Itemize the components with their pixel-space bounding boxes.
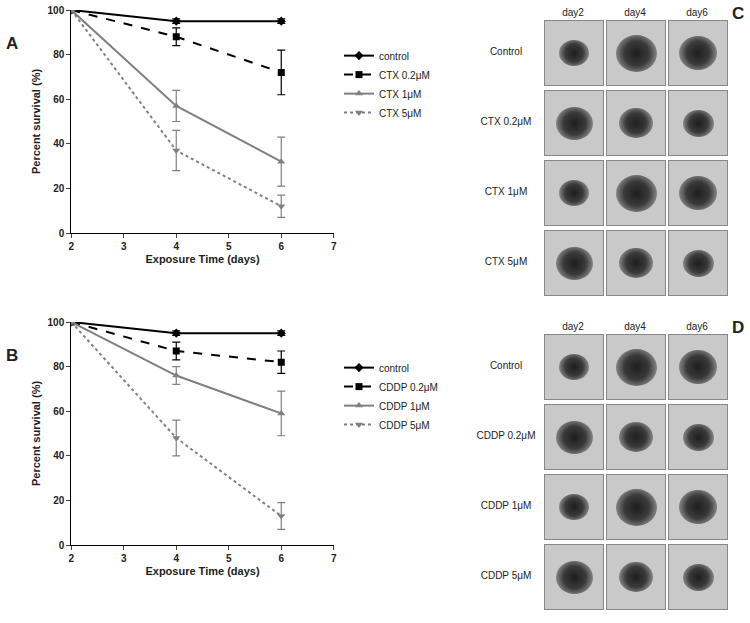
- html-text:CTX 1μM: CTX 1μM: [484, 186, 528, 197]
- html-text:Control: Control: [489, 46, 523, 57]
- html-text:day2: day2: [562, 7, 584, 18]
- svg-text:CDDP 0.2μM: CDDP 0.2μM: [379, 382, 438, 393]
- html-text:CTX 5μM: CTX 5μM: [484, 256, 528, 267]
- svg-text:3: 3: [121, 241, 127, 252]
- svg-text:0: 0: [59, 540, 65, 551]
- svg-text:CTX 0.2μM: CTX 0.2μM: [379, 70, 430, 81]
- svg-text:Exposure Time (days): Exposure Time (days): [145, 253, 259, 265]
- html-text:CDDP 0.2μM: CDDP 0.2μM: [476, 430, 536, 441]
- svg-text:5: 5: [226, 553, 232, 564]
- html-text:C: C: [732, 4, 745, 23]
- svg-text:80: 80: [53, 49, 65, 60]
- svg-text:2: 2: [68, 241, 74, 252]
- html-text:day4: day4: [624, 321, 646, 332]
- svg-text:20: 20: [53, 183, 65, 194]
- svg-text:3: 3: [121, 553, 127, 564]
- svg-text:80: 80: [53, 361, 65, 372]
- svg-text:60: 60: [53, 406, 65, 417]
- html-text:CTX 0.2μM: CTX 0.2μM: [480, 116, 532, 127]
- svg-text:Exposure Time (days): Exposure Time (days): [145, 565, 259, 577]
- svg-text:0: 0: [59, 228, 65, 239]
- html-text:day4: day4: [624, 7, 646, 18]
- html-text:day2: day2: [562, 321, 584, 332]
- svg-text:4: 4: [173, 553, 179, 564]
- html-text:Control: Control: [489, 360, 523, 371]
- svg-text:40: 40: [53, 138, 65, 149]
- svg-text:Percent survival (%): Percent survival (%): [30, 381, 42, 486]
- svg-text:CTX 5μM: CTX 5μM: [379, 108, 421, 119]
- svg-text:control: control: [379, 363, 409, 374]
- svg-text:CTX 1μM: CTX 1μM: [379, 89, 421, 100]
- svg-text:control: control: [379, 51, 409, 62]
- svg-text:7: 7: [331, 553, 337, 564]
- svg-text:100: 100: [48, 5, 65, 16]
- html-text:day6: day6: [686, 7, 708, 18]
- html-text:CDDP 1μM: CDDP 1μM: [480, 500, 532, 511]
- svg-text:100: 100: [48, 317, 65, 328]
- svg-text:2: 2: [68, 553, 74, 564]
- svg-text:60: 60: [53, 94, 65, 105]
- svg-text:CDDP 5μM: CDDP 5μM: [379, 420, 430, 431]
- svg-text:5: 5: [226, 241, 232, 252]
- html-text:D: D: [732, 318, 745, 337]
- svg-text:7: 7: [331, 241, 337, 252]
- svg-text:20: 20: [53, 495, 65, 506]
- html-text:day6: day6: [686, 321, 708, 332]
- svg-text:6: 6: [278, 553, 284, 564]
- svg-text:Percent survival (%): Percent survival (%): [30, 69, 42, 174]
- svg-text:B: B: [6, 346, 18, 365]
- svg-text:CDDP 1μM: CDDP 1μM: [379, 401, 430, 412]
- svg-text:40: 40: [53, 450, 65, 461]
- svg-text:4: 4: [173, 241, 179, 252]
- svg-text:A: A: [6, 34, 18, 53]
- svg-text:6: 6: [278, 241, 284, 252]
- html-text:CDDP 5μM: CDDP 5μM: [480, 570, 532, 581]
